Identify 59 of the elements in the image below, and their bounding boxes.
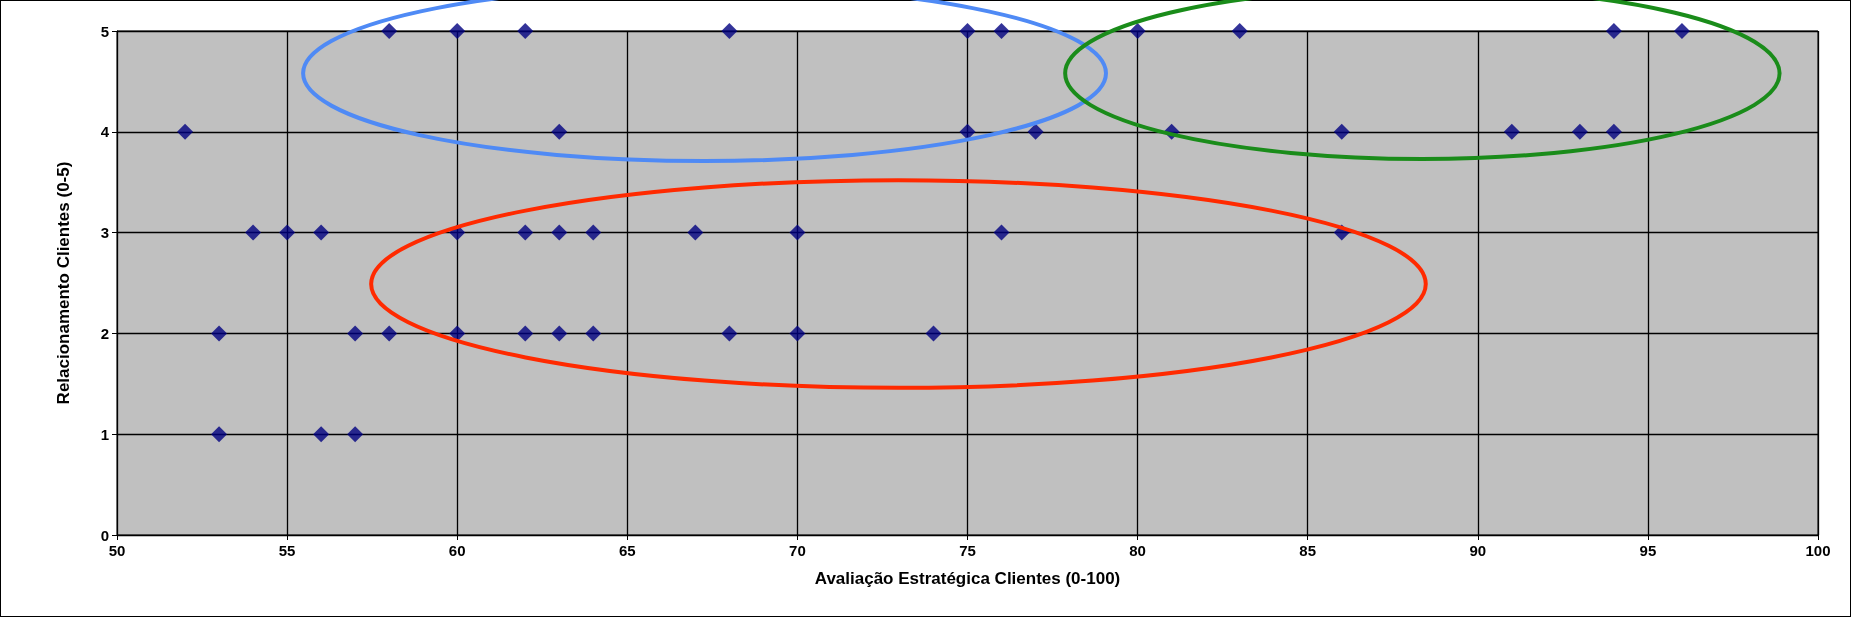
point: [347, 426, 364, 443]
point: [721, 325, 738, 342]
point: [211, 325, 228, 342]
point: [551, 325, 568, 342]
point: [959, 23, 976, 39]
point: [789, 224, 806, 241]
point: [313, 224, 330, 241]
x-tick-label: 90: [1469, 542, 1487, 559]
point: [1333, 123, 1350, 140]
point: [449, 23, 466, 39]
point: [517, 224, 534, 241]
point: [993, 224, 1010, 241]
point: [1027, 123, 1044, 140]
y-axis-title: Relacionamento Clientes (0-5): [54, 161, 73, 405]
x-tick-label: 85: [1299, 542, 1317, 559]
point: [1129, 23, 1146, 39]
point: [1605, 23, 1622, 39]
point: [687, 224, 704, 241]
point: [517, 23, 534, 39]
point: [1571, 123, 1588, 140]
x-tick-label: 70: [789, 542, 806, 559]
point: [551, 123, 568, 140]
point: [585, 325, 602, 342]
x-tick-label: 100: [1805, 542, 1831, 559]
point: [925, 325, 942, 342]
point: [177, 123, 194, 140]
point: [1231, 23, 1248, 39]
point: [449, 325, 466, 342]
point: [211, 426, 228, 443]
point: [551, 224, 568, 241]
point: [347, 325, 364, 342]
point: [585, 224, 602, 241]
point: [789, 325, 806, 342]
point: [993, 23, 1010, 39]
point: [313, 426, 330, 443]
x-tick-label: 80: [1129, 542, 1146, 559]
y-tick-label: 2: [100, 324, 109, 342]
y-tick-label: 1: [100, 425, 109, 443]
x-tick-label: 60: [448, 542, 466, 559]
point: [959, 123, 976, 140]
y-tick-label: 3: [100, 224, 109, 242]
x-axis-title: Avaliação Estratégica Clientes (0-100): [814, 569, 1121, 588]
x-tick-label: 65: [618, 542, 636, 559]
point: [279, 224, 296, 241]
point: [381, 23, 398, 39]
x-tick-label: 75: [959, 542, 976, 559]
x-tick-label: 95: [1639, 542, 1657, 559]
point: [1673, 23, 1690, 39]
point: [1605, 123, 1622, 140]
point: [1503, 123, 1520, 140]
x-tick-label: 55: [278, 542, 296, 559]
x-tick-label: 50: [108, 542, 126, 559]
y-tick-label: 5: [100, 22, 109, 40]
point: [721, 23, 738, 39]
point: [381, 325, 398, 342]
point: [245, 224, 262, 241]
y-tick-label: 4: [100, 123, 110, 141]
y-tick-label: 0: [100, 526, 109, 544]
point: [517, 325, 534, 342]
